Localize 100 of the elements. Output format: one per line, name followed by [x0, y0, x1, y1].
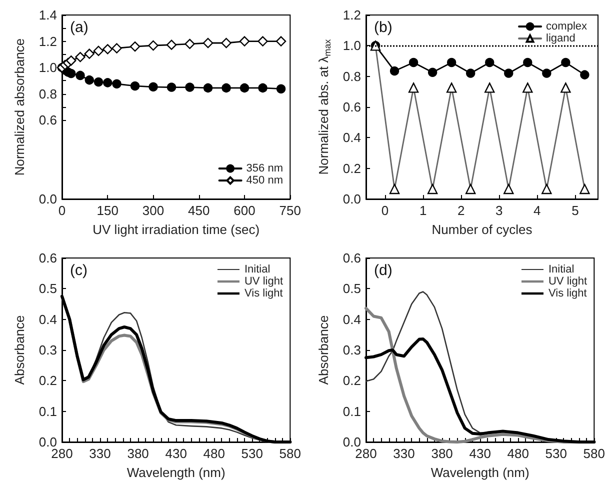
point — [93, 46, 104, 56]
legend-label: 356 nm — [246, 162, 284, 174]
y-tick-label: 0.0 — [342, 192, 361, 206]
x-tick-label: 0 — [381, 203, 389, 218]
legend-label: complex — [546, 20, 588, 32]
y-tick-label: 1.2 — [342, 8, 361, 22]
point — [112, 79, 122, 88]
y-tick-label: 0.1 — [342, 404, 361, 419]
point — [390, 66, 400, 76]
x-tick-label: 480 — [203, 446, 225, 461]
point — [84, 75, 94, 85]
point — [504, 68, 514, 78]
x-tick-label: 530 — [545, 446, 567, 461]
point — [408, 58, 418, 68]
y-tick-label: 0.6 — [38, 250, 57, 266]
point — [112, 43, 122, 54]
x-tick-label: 150 — [96, 203, 118, 218]
point — [239, 36, 250, 46]
x-tick-label: 5 — [572, 203, 579, 218]
x-tick-label: 750 — [279, 203, 302, 218]
x-tick-label: 480 — [507, 446, 529, 461]
point — [166, 82, 176, 92]
point — [428, 68, 438, 77]
point — [542, 68, 552, 78]
point — [258, 83, 268, 93]
x-tick-label: 330 — [89, 446, 111, 461]
x-tick-label: 3 — [496, 203, 503, 218]
point — [130, 81, 140, 91]
y-tick-label: 1.2 — [38, 34, 57, 49]
point — [580, 70, 590, 80]
annotation: (a) — [70, 19, 88, 36]
y-tick-label: 0.0 — [38, 192, 57, 206]
x-tick-label: 530 — [241, 446, 263, 461]
point — [466, 68, 476, 78]
y-tick-label: 0.8 — [38, 86, 57, 102]
x-tick-label: 1 — [419, 203, 427, 218]
point — [276, 36, 286, 46]
y-tick-label: 0.2 — [342, 160, 361, 176]
y-tick-label: 0.4 — [342, 312, 361, 327]
x-tick-label: 580 — [279, 446, 302, 461]
point — [221, 38, 232, 48]
y-axis-title: Normalized abs. at λmax — [316, 38, 332, 175]
point — [66, 68, 76, 78]
point — [184, 38, 195, 50]
point — [166, 40, 177, 50]
x-tick-label: 380 — [127, 446, 149, 461]
x-tick-label: 430 — [165, 446, 187, 461]
x-axis-title: Number of cycles — [432, 222, 533, 237]
x-tick-label: 600 — [234, 203, 256, 218]
y-axis-title: Normalized absorbance — [12, 38, 27, 176]
point — [185, 82, 194, 92]
x-tick-label: 4 — [534, 203, 541, 218]
y-tick-label: 0.2 — [38, 373, 57, 388]
legend-label: Initial — [244, 264, 270, 276]
point — [76, 70, 85, 80]
y-tick-label: 0.3 — [342, 342, 361, 358]
y-tick-label: 0.5 — [342, 281, 361, 296]
point — [202, 38, 214, 48]
point — [240, 83, 250, 93]
y-tick-label: 0.3 — [38, 342, 57, 358]
y-tick-label: 0.5 — [38, 281, 57, 296]
y-tick-label: 1.0 — [38, 60, 57, 76]
x-tick-label: 330 — [393, 446, 415, 461]
y-tick-label: 0.4 — [38, 312, 57, 327]
point — [130, 41, 140, 52]
legend-label: Initial — [548, 264, 574, 276]
legend-label: Vis light — [548, 288, 587, 300]
x-tick-label: 580 — [583, 446, 606, 461]
y-tick-label: 0.2 — [342, 373, 361, 388]
legend-label: Vis light — [244, 288, 283, 300]
x-tick-label: 430 — [469, 446, 491, 461]
point — [222, 83, 231, 93]
x-tick-label: 0 — [58, 203, 66, 218]
x-tick-label: 450 — [188, 203, 210, 218]
point — [561, 58, 570, 68]
legend-label: UV light — [548, 276, 588, 288]
legend-label: UV light — [244, 276, 284, 288]
y-axis-title: Absorbance — [12, 315, 27, 385]
point — [94, 77, 104, 87]
y-tick-label: 1.4 — [38, 8, 57, 22]
y-tick-label: 0.6 — [38, 112, 57, 128]
point — [203, 83, 213, 93]
y-tick-label: 0.4 — [342, 130, 361, 146]
x-axis-title: Wavelength (nm) — [430, 465, 530, 480]
legend-label: ligand — [546, 32, 576, 44]
x-axis-title: Wavelength (nm) — [126, 465, 226, 480]
annotation: (c) — [70, 262, 88, 279]
point — [148, 82, 158, 92]
point — [84, 48, 94, 59]
point — [66, 56, 76, 66]
point — [446, 58, 456, 68]
x-tick-label: 300 — [142, 203, 164, 218]
x-axis-title: UV light irradiation time (sec) — [92, 222, 260, 237]
y-tick-label: 0.8 — [342, 68, 361, 84]
legend-label: 450 nm — [246, 174, 284, 186]
point — [258, 36, 268, 46]
x-tick-label: 380 — [431, 446, 453, 461]
y-tick-label: 1.0 — [342, 38, 361, 54]
x-tick-label: 2 — [457, 203, 465, 218]
y-tick-label: 0.6 — [342, 100, 361, 114]
